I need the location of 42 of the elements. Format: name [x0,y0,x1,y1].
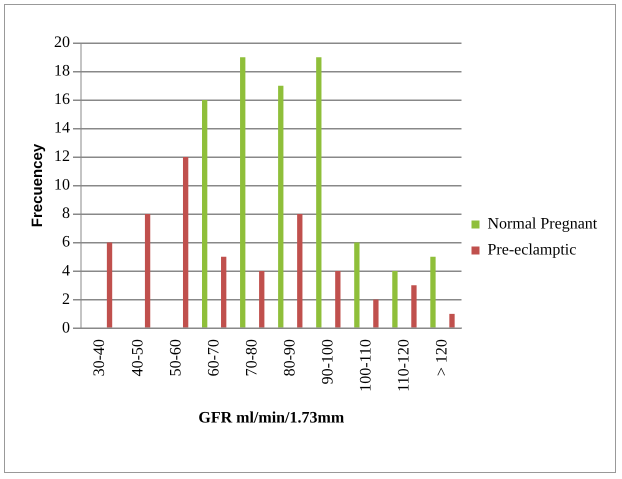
x-tick-label: 70-80 [243,339,260,376]
y-tick-label: 20 [54,34,70,52]
bar [335,271,340,328]
y-tick-label: 16 [54,91,70,108]
bar [316,57,322,328]
bar [278,86,284,328]
y-tick-label: 18 [54,62,70,80]
y-tick-label: 14 [54,120,70,137]
bar [297,214,302,328]
y-tick-label: 4 [62,262,70,280]
y-tick-label: 6 [62,234,70,251]
bar [182,157,188,328]
x-axis-title: GFR ml/min/1.73mm [198,410,345,427]
bar [259,271,264,328]
bar [202,100,208,328]
y-tick-label: 10 [54,176,70,194]
legend-label: Normal Pregnant [488,216,598,233]
bar [354,242,360,328]
bar [392,271,398,328]
bar [221,256,226,328]
x-tick-label: 40-50 [129,339,146,376]
bar [373,300,379,328]
y-axis-title: Frecuencey [29,143,46,228]
x-tick-label: 90-100 [320,339,337,384]
y-tick-label: 8 [62,205,70,222]
x-tick-label: > 120 [434,339,451,376]
bar [449,314,455,328]
bar [411,285,417,328]
x-tick-label: 50-60 [167,339,184,376]
x-tick-label: 100-110 [358,339,375,392]
legend-label: Pre-eclamptic [488,242,576,259]
x-tick-label: 60-70 [205,339,222,376]
x-tick-label: 30-40 [91,339,108,376]
x-tick-label: 80-90 [281,339,298,376]
x-tick-label: 110-120 [396,339,413,392]
bar [144,214,150,328]
bar [240,57,246,328]
y-tick-label: 12 [54,148,70,166]
y-tick-label: 0 [62,319,70,336]
bar [106,242,112,328]
y-tick-label: 2 [62,290,70,308]
bar [430,256,436,328]
